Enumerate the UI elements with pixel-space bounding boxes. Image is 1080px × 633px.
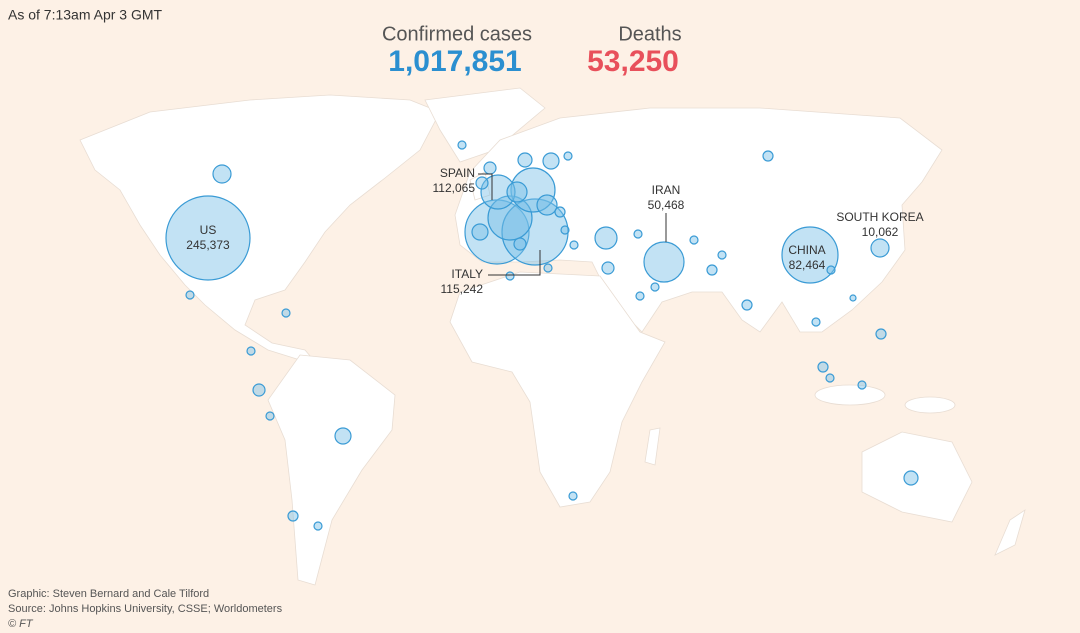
bubble (487, 195, 533, 241)
uk (469, 171, 491, 201)
callout-name: IRAN (652, 183, 681, 197)
copyright: © FT (8, 618, 34, 630)
bubble (513, 237, 527, 251)
callout-value: 245,373 (186, 238, 230, 252)
bubble (536, 194, 558, 216)
callout-name: US (200, 223, 217, 237)
bubble (505, 271, 515, 281)
bubble (643, 241, 685, 283)
bubble (246, 346, 256, 356)
bubble (313, 521, 323, 531)
indonesia (814, 384, 886, 406)
bubble (252, 383, 266, 397)
bubble (542, 152, 560, 170)
source: Source: Johns Hopkins University, CSSE; … (8, 603, 283, 615)
callout-value: 112,065 (433, 181, 476, 195)
bubble (165, 195, 251, 281)
bubble (471, 223, 489, 241)
bubble (875, 328, 887, 340)
credit: Graphic: Steven Bernard and Cale Tilford (8, 588, 209, 600)
bubble (281, 308, 291, 318)
bubble (717, 250, 727, 260)
leader-line (488, 250, 541, 276)
africa (449, 271, 666, 508)
north-america (79, 94, 441, 371)
bubble (543, 263, 553, 273)
bubble (601, 261, 615, 275)
bubble (517, 152, 533, 168)
bubble (781, 226, 839, 284)
land (79, 87, 1026, 586)
bubble (849, 294, 857, 302)
bubble (334, 427, 352, 445)
stat-label: Deaths (618, 23, 681, 45)
bubble (706, 264, 718, 276)
bubble (483, 161, 497, 175)
madagascar (644, 427, 661, 466)
new-guinea (904, 396, 956, 414)
callout-name: CHINA (788, 243, 825, 257)
callout-value: 82,464 (789, 258, 826, 272)
bubble (563, 151, 573, 161)
bubble (870, 238, 890, 258)
bubble (741, 299, 753, 311)
bubble (594, 226, 618, 250)
leader-line (478, 173, 493, 200)
callout-name: ITALY (451, 267, 483, 281)
callout-value: 115,242 (441, 282, 484, 296)
new-zealand (994, 509, 1026, 556)
callout-name: SPAIN (440, 166, 475, 180)
bubble (811, 317, 821, 327)
timestamp: As of 7:13am Apr 3 GMT (8, 7, 163, 23)
stat-label: Confirmed cases (382, 23, 532, 45)
bubble (480, 174, 516, 210)
eurasia (454, 107, 943, 333)
australia (861, 431, 973, 523)
south-america (267, 354, 396, 586)
bubble (185, 290, 195, 300)
bubble (825, 373, 835, 383)
bubble (265, 411, 275, 421)
bubble (506, 181, 528, 203)
bubble (568, 491, 578, 501)
bubble (817, 361, 829, 373)
callout-value: 10,062 (862, 225, 899, 239)
callout-name: SOUTH KOREA (836, 210, 923, 224)
bubbles (165, 140, 919, 531)
stat-value: 1,017,851 (388, 45, 521, 78)
bubble (212, 164, 232, 184)
bubble (650, 282, 660, 292)
bubble (569, 240, 579, 250)
stat-value: 53,250 (587, 45, 679, 78)
bubble (689, 235, 699, 245)
bubble (554, 206, 566, 218)
bubble (903, 470, 919, 486)
bubble (475, 176, 489, 190)
bubble (762, 150, 774, 162)
bubble (635, 291, 645, 301)
bubble (633, 229, 643, 239)
bubble (457, 140, 467, 150)
callout-value: 50,468 (648, 198, 685, 212)
bubble (560, 225, 570, 235)
bubble (287, 510, 299, 522)
bubble (857, 380, 867, 390)
bubble (826, 265, 836, 275)
